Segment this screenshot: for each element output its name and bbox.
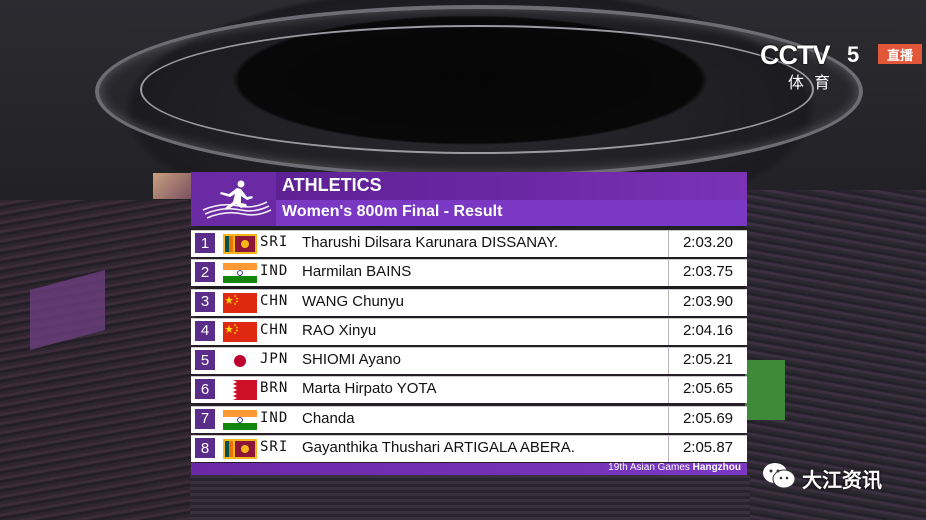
event-title: Women's 800m Final - Result [282, 203, 503, 220]
rank-badge: 8 [195, 438, 215, 459]
brn-flag [223, 380, 257, 401]
finish-time: 2:05.21 [682, 351, 733, 369]
country-code: IND [260, 409, 289, 426]
rank-badge: 3 [195, 291, 215, 312]
athlete-name: RAO Xinyu [302, 321, 377, 339]
result-row: 8 SRI Gayanthika Thushari ARTIGALA ABERA. 2… [191, 435, 747, 463]
time-divider [668, 260, 669, 287]
wechat-icon [763, 463, 796, 489]
channel-number: 5 [847, 42, 860, 67]
finish-time: 2:03.20 [682, 234, 733, 251]
finish-time: 2:03.75 [682, 263, 733, 281]
athlete-name: Harmilan BAINS [302, 263, 412, 281]
rank-badge: 2 [195, 262, 215, 283]
board-header: ATHLETICS Women's 800m Final - Result [191, 172, 747, 226]
result-row: 4 CHN RAO Xinyu 2:04.16 [191, 317, 747, 345]
finish-time: 2:05.87 [682, 439, 733, 457]
watermark: 大江资讯 [762, 459, 912, 495]
time-divider [668, 377, 669, 404]
field-grass [745, 360, 785, 420]
footer-text: 19th Asian Games Hangzhou [608, 462, 741, 473]
result-row: 5 JPN SHIOMI Ayano 2:05.21 [191, 347, 747, 375]
sri-flag [223, 439, 257, 460]
result-row: 2 IND Harmilan BAINS 2:03.75 [191, 259, 747, 287]
sri-flag [223, 234, 257, 254]
time-divider [668, 348, 669, 375]
result-row: 1 SRI Tharushi Dilsara Karunara DISSANAY. 2… [191, 230, 747, 257]
jpn-flag [223, 351, 257, 372]
result-row: 7 IND Chanda 2:05.69 [191, 405, 747, 433]
rank-badge: 5 [195, 350, 215, 371]
athlete-name: SHIOMI Ayano [302, 351, 401, 369]
runner-icon [202, 180, 272, 219]
finish-time: 2:03.90 [682, 292, 733, 310]
rank-badge: 4 [195, 320, 215, 341]
rank-badge: 1 [195, 233, 215, 253]
country-code: SRI [260, 439, 289, 456]
live-badge: 直播 [878, 44, 922, 64]
ind-flag [223, 263, 257, 284]
watermark-text: 大江资讯 [802, 468, 882, 492]
country-code: IND [260, 263, 289, 280]
results-list: 1 SRI Tharushi Dilsara Karunara DISSANAY. 2… [191, 230, 747, 463]
time-divider [668, 231, 669, 257]
event-title-bar: Women's 800m Final - Result [276, 200, 747, 226]
ind-flag [223, 409, 257, 430]
stadium-roof-inner-ring [140, 25, 814, 154]
athlete-name: Gayanthika Thushari ARTIGALA ABERA. [302, 439, 575, 457]
result-row: 3 CHN WANG Chunyu 2:03.90 [191, 288, 747, 316]
cctv-logo: CCTV 5 体育 [760, 40, 880, 92]
chn-flag [223, 321, 257, 342]
board-footer: 19th Asian Games Hangzhou [191, 462, 747, 476]
finish-time: 2:05.69 [682, 409, 733, 427]
sport-title: ATHLETICS [282, 175, 382, 195]
result-row: 6 BRN Marta Hirpato YOTA 2:05.65 [191, 376, 747, 404]
country-code: BRN [260, 380, 289, 397]
channel-sub: 体育 [788, 73, 841, 92]
athletics-logo [191, 172, 276, 226]
time-divider [668, 436, 669, 463]
country-code: CHN [260, 321, 289, 338]
athlete-name: Tharushi Dilsara Karunara DISSANAY. [302, 234, 559, 251]
crowd-left [0, 200, 195, 520]
athlete-name: Chanda [302, 409, 355, 427]
results-board: ATHLETICS Women's 800m Final - Result 1 S… [191, 172, 747, 476]
country-code: JPN [260, 351, 289, 368]
chn-flag [223, 292, 257, 313]
footer-city: Hangzhou [692, 462, 741, 474]
footer-prefix: 19th Asian Games [608, 462, 690, 474]
time-divider [668, 318, 669, 345]
stadium-video-screen [152, 172, 192, 200]
rank-badge: 7 [195, 408, 215, 429]
time-divider [668, 289, 669, 316]
country-code: CHN [260, 292, 289, 309]
athlete-name: Marta Hirpato YOTA [302, 380, 437, 398]
time-divider [668, 406, 669, 433]
finish-time: 2:05.65 [682, 380, 733, 398]
country-code: SRI [260, 234, 289, 250]
athlete-name: WANG Chunyu [302, 292, 404, 310]
rank-badge: 6 [195, 379, 215, 400]
finish-time: 2:04.16 [682, 321, 733, 339]
cctv-logo-text: CCTV [760, 40, 830, 70]
